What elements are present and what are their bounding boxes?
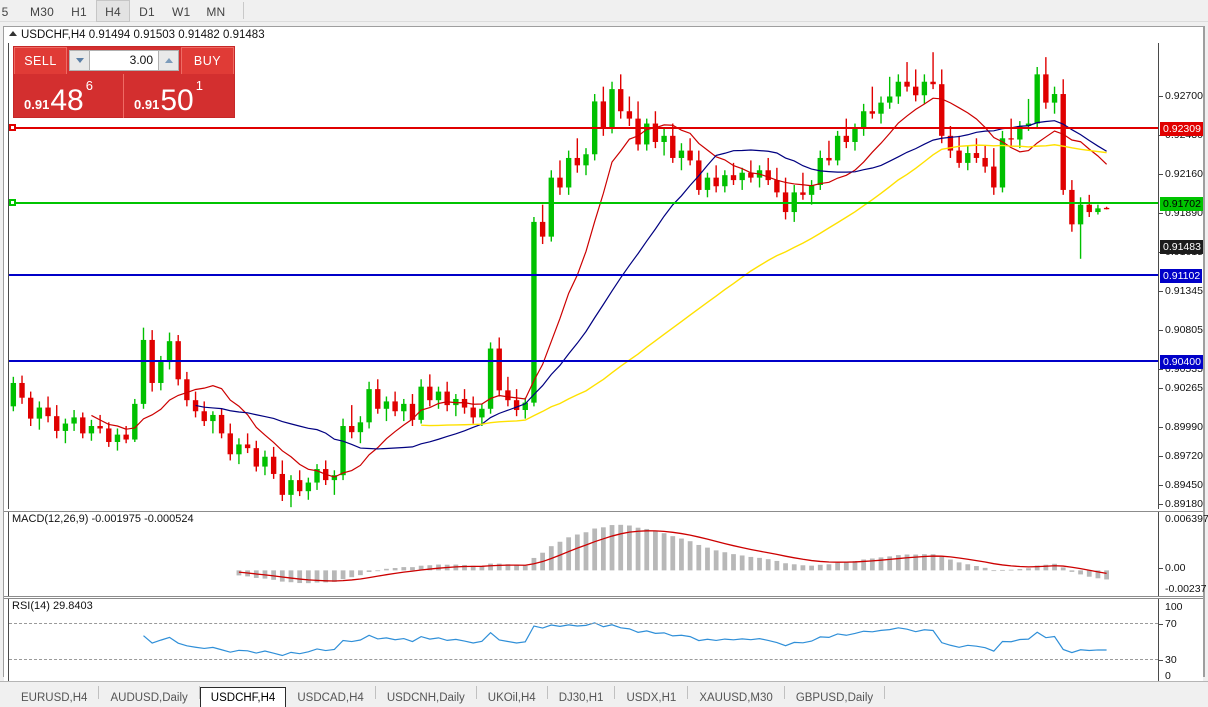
sell-price-big: 48 [50,84,84,117]
chart-tab-usdcad-h4[interactable]: USDCAD,H4 [297,692,364,704]
volume-decrement-button[interactable] [69,50,90,71]
price-tick-6: 0.90805 [1165,324,1203,336]
timeframe-button-w1[interactable]: W1 [171,5,191,19]
tab-divider [475,686,477,699]
chart-symbol-label: USDCHF,H4 0.91494 0.91503 0.91482 0.9148… [21,29,265,41]
chart-tab-audusd-daily[interactable]: AUDUSD,Daily [110,692,188,704]
chart-tab-usdx-h1[interactable]: USDX,H1 [626,692,677,704]
volume-stepper[interactable]: 3.00 [67,47,181,74]
chart-tab-dj30-h1[interactable]: DJ30,H1 [558,692,604,704]
buy-price-sup: 1 [195,78,203,93]
price-tick-12: 0.89180 [1165,498,1203,510]
price-tick-7: 0.90535 [1165,363,1203,375]
tab-divider [198,686,200,699]
resistance-line-handle[interactable] [9,124,16,131]
sell-button[interactable]: SELL [14,47,67,74]
level-line-091102[interactable] [9,274,1158,276]
buy-price-display[interactable]: 0.91 50 1 [124,74,234,118]
rsi-pane: RSI(14) 29.8403 100 70 30 0 [4,598,1203,682]
rsi-series [143,622,1107,657]
price-tag-last-price: 0.91483 [1160,240,1203,254]
rsi-level-70 [9,623,1158,624]
chart-tab-eurusd-h4[interactable]: EURUSD,H4 [21,692,88,704]
one-click-trading-panel[interactable]: SELL 3.00 BUY 0.91 48 6 [13,46,235,118]
chevron-up-icon [164,58,173,63]
chart-symbol-header: USDCHF,H4 0.91494 0.91503 0.91482 0.9148… [4,27,1203,43]
timeframe-button-h4[interactable]: H4 [95,0,130,22]
rsi-level-30 [9,659,1158,660]
price-tick-2: 0.92160 [1165,168,1203,180]
support-line-091702[interactable] [9,202,1158,204]
timeframe-button-h1[interactable]: H1 [71,5,87,19]
chart-tab-bar: EURUSD,H4 AUDUSD,Daily USDCHF,H4 USDCAD,… [0,681,1208,707]
tab-divider [98,686,100,699]
timeframe-button-d1[interactable]: D1 [139,5,155,19]
tab-divider [614,686,616,699]
tab-divider [546,686,548,699]
chevron-down-icon [75,58,84,63]
price-tick-3: 0.91890 [1165,207,1203,219]
chart-tab-usdcnh-daily[interactable]: USDCNH,Daily [386,692,465,704]
chart-tab-gbpusd-daily[interactable]: GBPUSD,Daily [795,692,874,704]
macd-tick-2: -0.00237 [1165,583,1207,595]
macd-pane: MACD(12,26,9) -0.001975 -0.000524 0.0063… [4,511,1208,597]
timeframe-button-mn[interactable]: MN [206,5,226,19]
support-line-handle[interactable] [9,199,16,206]
timeframe-button-5[interactable]: 5 [1,5,9,19]
buy-price-prefix: 0.91 [134,97,160,112]
buy-button[interactable]: BUY [181,47,234,74]
volume-increment-button[interactable] [158,50,179,71]
price-tag-level-091102: 0.91102 [1160,269,1203,283]
chart-tab-xauusd-m30[interactable]: XAUUSD,M30 [699,692,773,704]
rsi-tick-70: 70 [1165,618,1177,630]
rsi-tick-30: 30 [1165,654,1177,666]
rsi-plot-area[interactable] [8,599,1158,682]
macd-label: MACD(12,26,9) -0.001975 -0.000524 [12,513,194,525]
timeframe-toolbar: 5 M30 H1 H4 D1 W1 MN [0,0,1208,22]
resistance-line-092309[interactable] [9,127,1158,129]
price-tick-8: 0.90265 [1165,382,1203,394]
collapse-triangle-icon[interactable] [9,31,17,37]
price-tag-support: 0.91702 [1160,197,1203,211]
macd-series [236,524,1109,584]
oct-top-row: SELL 3.00 BUY [14,47,234,74]
price-pane: 0.92700 0.92430 0.92160 0.91890 0.91615 … [4,43,1203,509]
tab-divider [687,686,689,699]
tab-divider [884,686,886,699]
price-tick-5: 0.91345 [1165,285,1203,297]
volume-input[interactable]: 3.00 [90,50,158,71]
chart-tab-ukoil-h4[interactable]: UKOil,H4 [487,692,536,704]
macd-tick-0: 0.006397 [1165,513,1208,525]
price-tick-9: 0.89990 [1165,421,1203,433]
macd-tick-1: 0.00 [1165,562,1186,574]
toolbar-divider [243,2,245,19]
sell-price-sup: 6 [85,78,93,93]
sell-price-prefix: 0.91 [24,97,50,112]
price-plot-area[interactable] [8,43,1158,509]
tab-divider [783,686,785,699]
level-line-090400[interactable] [9,360,1158,362]
rsi-tick-0: 0 [1165,670,1171,682]
price-scale[interactable]: 0.92700 0.92430 0.92160 0.91890 0.91615 … [1158,43,1203,509]
buy-price-big: 50 [160,84,194,117]
macd-scale: 0.006397 0.00 -0.00237 [1158,512,1208,596]
oct-price-row: 0.91 48 6 0.91 50 1 [14,74,234,118]
rsi-label: RSI(14) 29.8403 [12,600,93,612]
chart-container: USDCHF,H4 0.91494 0.91503 0.91482 0.9148… [3,26,1208,700]
price-tick-10: 0.89720 [1165,450,1203,462]
price-tag-level-090400: 0.90400 [1160,355,1203,369]
price-tag-resistance: 0.92309 [1160,122,1203,136]
sell-price-display[interactable]: 0.91 48 6 [14,74,124,118]
price-tick-11: 0.89450 [1165,479,1203,491]
macd-plot-area[interactable] [8,512,1158,596]
price-tick-0: 0.92700 [1165,90,1203,102]
rsi-tick-100: 100 [1165,601,1183,613]
rsi-scale: 100 70 30 0 [1158,599,1203,682]
chart-tab-usdchf-h4[interactable]: USDCHF,H4 [199,687,287,707]
tab-divider [374,686,376,699]
timeframe-button-m30[interactable]: M30 [30,5,54,19]
